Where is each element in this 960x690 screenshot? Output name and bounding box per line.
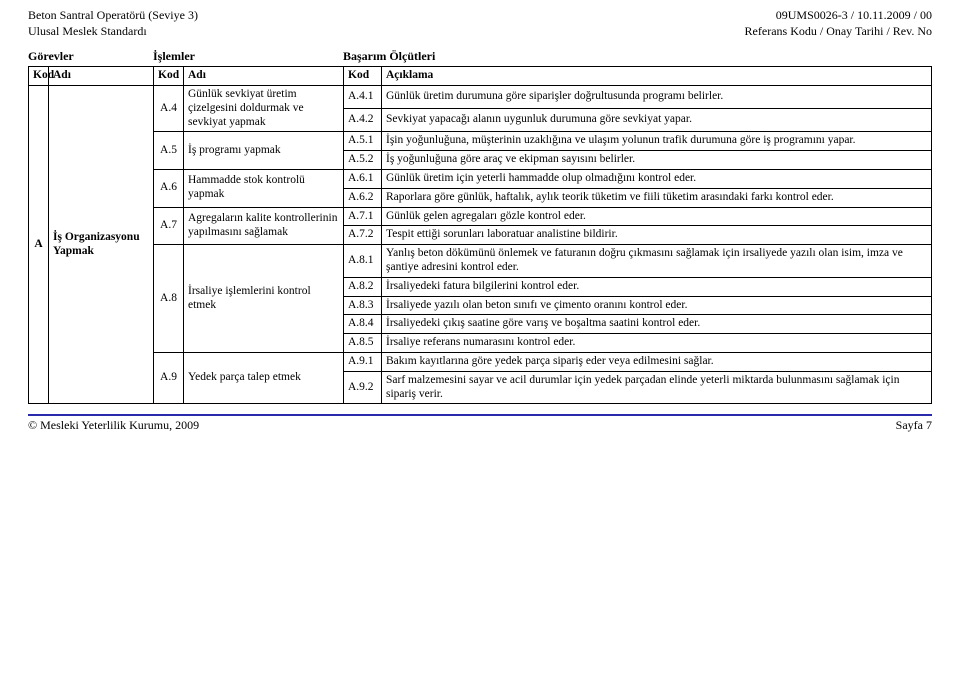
crit-kod: A.9.2 (344, 371, 382, 404)
table-row: A.7 Agregaların kalite kontrollerinin ya… (29, 207, 932, 226)
crit-kod: A.9.1 (344, 352, 382, 371)
crit-kod: A.4.2 (344, 109, 382, 132)
section-labels: Görevler İşlemler Başarım Ölçütleri (28, 49, 932, 64)
label-gorevler: Görevler (28, 49, 153, 64)
th-aciklama: Açıklama (382, 67, 932, 86)
table-row: A.6 Hammadde stok kontrolü yapmak A.6.1 … (29, 169, 932, 188)
header-code: 09UMS0026-3 / 10.11.2009 / 00 (745, 8, 932, 24)
footer-divider (28, 414, 932, 416)
table-row: A İş Organizasyonu Yapmak A.4 Günlük sev… (29, 85, 932, 108)
crit-text: Bakım kayıtlarına göre yedek parça sipar… (382, 352, 932, 371)
crit-text: Günlük gelen agregaları gözle kontrol ed… (382, 207, 932, 226)
crit-text: İrsaliye referans numarasını kontrol ede… (382, 334, 932, 353)
crit-kod: A.5.1 (344, 132, 382, 151)
th-adi1: Adı (49, 67, 154, 86)
crit-kod: A.4.1 (344, 85, 382, 108)
crit-text: Günlük üretim için yeterli hammadde olup… (382, 169, 932, 188)
gorev-adi: İş Organizasyonu Yapmak (49, 85, 154, 403)
th-kod3: Kod (344, 67, 382, 86)
header-right: 09UMS0026-3 / 10.11.2009 / 00 Referans K… (745, 8, 932, 39)
op-kod: A.4 (154, 85, 184, 131)
op-adi: Agregaların kalite kontrollerinin yapılm… (184, 207, 344, 245)
th-adi2: Adı (184, 67, 344, 86)
gorev-kod: A (29, 85, 49, 403)
crit-text: Günlük üretim durumuna göre siparişler d… (382, 85, 932, 108)
table-row: A.8 İrsaliye işlemlerini kontrol etmek A… (29, 245, 932, 278)
crit-text: İş yoğunluğuna göre araç ve ekipman sayı… (382, 151, 932, 170)
table-row: A.9 Yedek parça talep etmek A.9.1 Bakım … (29, 352, 932, 371)
header-ref: Referans Kodu / Onay Tarihi / Rev. No (745, 24, 932, 40)
header-title: Beton Santral Operatörü (Seviye 3) (28, 8, 198, 24)
crit-kod: A.7.2 (344, 226, 382, 245)
header-left: Beton Santral Operatörü (Seviye 3) Ulusa… (28, 8, 198, 39)
op-adi: Yedek parça talep etmek (184, 352, 344, 403)
crit-text: İrsaliyede yazılı olan beton sınıfı ve ç… (382, 296, 932, 315)
crit-kod: A.5.2 (344, 151, 382, 170)
op-kod: A.6 (154, 169, 184, 207)
table-header-row: Kod Adı Kod Adı Kod Açıklama (29, 67, 932, 86)
crit-kod: A.6.1 (344, 169, 382, 188)
crit-text: İrsaliyedeki fatura bilgilerini kontrol … (382, 277, 932, 296)
page-footer: © Mesleki Yeterlilik Kurumu, 2009 Sayfa … (28, 418, 932, 433)
label-islemler: İşlemler (153, 49, 343, 64)
crit-kod: A.6.2 (344, 188, 382, 207)
op-kod: A.5 (154, 132, 184, 170)
crit-text: İşin yoğunluğuna, müşterinin uzaklığına … (382, 132, 932, 151)
criteria-table: Kod Adı Kod Adı Kod Açıklama A İş Organi… (28, 66, 932, 404)
crit-kod: A.8.5 (344, 334, 382, 353)
th-kod2: Kod (154, 67, 184, 86)
crit-text: İrsaliyedeki çıkış saatine göre varış ve… (382, 315, 932, 334)
op-adi: İrsaliye işlemlerini kontrol etmek (184, 245, 344, 353)
table-row: A.5 İş programı yapmak A.5.1 İşin yoğunl… (29, 132, 932, 151)
header-subtitle: Ulusal Meslek Standardı (28, 24, 198, 40)
crit-text: Raporlara göre günlük, haftalık, aylık t… (382, 188, 932, 207)
crit-kod: A.7.1 (344, 207, 382, 226)
footer-left: © Mesleki Yeterlilik Kurumu, 2009 (28, 418, 199, 433)
crit-text: Sarf malzemesini sayar ve acil durumlar … (382, 371, 932, 404)
crit-text: Tespit ettiği sorunları laboratuar anali… (382, 226, 932, 245)
crit-kod: A.8.3 (344, 296, 382, 315)
th-kod1: Kod (29, 67, 49, 86)
crit-kod: A.8.1 (344, 245, 382, 278)
footer-right: Sayfa 7 (896, 418, 932, 433)
label-basarim: Başarım Ölçütleri (343, 49, 435, 64)
op-kod: A.8 (154, 245, 184, 353)
crit-text: Yanlış beton dökümünü önlemek ve faturan… (382, 245, 932, 278)
op-kod: A.7 (154, 207, 184, 245)
crit-kod: A.8.2 (344, 277, 382, 296)
crit-kod: A.8.4 (344, 315, 382, 334)
op-adi: İş programı yapmak (184, 132, 344, 170)
op-kod: A.9 (154, 352, 184, 403)
op-adi: Günlük sevkiyat üretim çizelgesini doldu… (184, 85, 344, 131)
op-adi: Hammadde stok kontrolü yapmak (184, 169, 344, 207)
page-header: Beton Santral Operatörü (Seviye 3) Ulusa… (28, 8, 932, 39)
crit-text: Sevkiyat yapacağı alanın uygunluk durumu… (382, 109, 932, 132)
